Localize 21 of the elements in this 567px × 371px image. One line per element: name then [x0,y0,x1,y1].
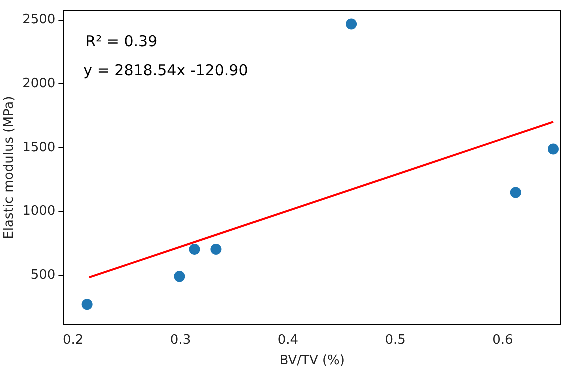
x-tick-label: 0.6 [492,332,514,348]
y-tick-label: 500 [30,268,56,284]
annotation: R² = 0.39 [86,32,158,51]
x-tick-label: 0.4 [278,332,299,348]
point [189,244,200,255]
y-tick-label: 2000 [22,76,56,92]
point [174,271,186,282]
y-tick-label: 1000 [22,204,56,220]
y-tick-label: 1500 [22,140,56,156]
x-tick-label: 0.5 [385,332,406,348]
point [82,299,93,310]
x-tick-label: 0.2 [63,332,84,348]
point [346,18,358,30]
point [510,187,522,198]
point [210,244,222,255]
y-axis-title: Elastic modulus (MPa) [2,96,18,240]
point [548,144,559,155]
y-tick-label: 2500 [22,12,56,28]
x-tick-label: 0.3 [170,332,192,348]
x-axis-title: BV/TV (%) [280,354,345,369]
annotation: y = 2818.54x -120.90 [84,62,248,80]
